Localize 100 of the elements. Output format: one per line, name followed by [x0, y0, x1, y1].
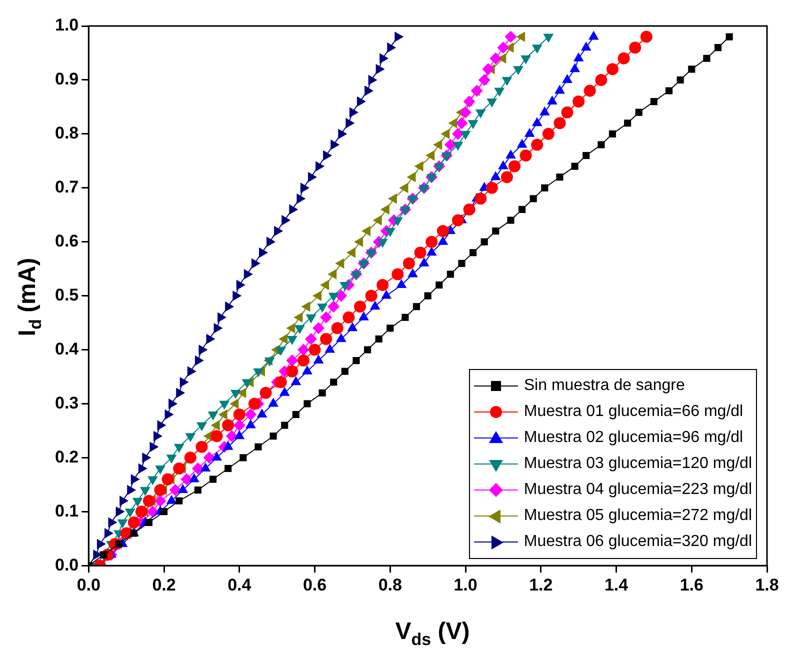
- point: [222, 419, 234, 432]
- point: [362, 226, 371, 236]
- legend-label: Muestra 06 glucemia=320 mg/dl: [524, 533, 752, 551]
- point: [116, 506, 125, 517]
- point: [406, 172, 416, 182]
- point: [281, 422, 288, 429]
- point: [506, 150, 516, 159]
- point: [448, 118, 458, 128]
- point: [446, 270, 454, 278]
- y-tick-label: 0.9: [54, 70, 79, 89]
- point: [194, 355, 204, 366]
- point: [399, 182, 408, 194]
- point: [154, 484, 166, 496]
- y-tick-label: 0.6: [54, 232, 79, 251]
- x-tick-label: 0.4: [228, 575, 252, 594]
- x-tick-label: 1.4: [604, 575, 629, 594]
- point: [396, 279, 407, 288]
- point: [188, 473, 200, 482]
- x-tick-label: 0.6: [302, 575, 327, 594]
- point: [318, 389, 326, 396]
- point: [328, 269, 337, 280]
- point: [440, 128, 450, 140]
- point: [492, 228, 500, 235]
- point: [703, 54, 710, 62]
- point: [268, 398, 278, 407]
- point: [256, 408, 268, 418]
- point: [546, 96, 558, 105]
- point: [203, 452, 216, 464]
- point: [187, 366, 196, 377]
- point: [210, 430, 223, 442]
- point: [463, 96, 476, 108]
- point: [130, 530, 138, 537]
- point: [233, 408, 246, 421]
- point: [376, 64, 385, 74]
- point: [224, 464, 232, 472]
- point: [166, 494, 177, 504]
- point: [308, 172, 317, 182]
- point: [274, 226, 284, 236]
- point: [328, 300, 340, 313]
- point: [226, 430, 238, 442]
- point: [290, 376, 302, 386]
- point: [104, 528, 114, 538]
- point: [234, 430, 245, 440]
- point: [127, 484, 136, 496]
- point: [214, 322, 223, 334]
- x-tick-label: 0.2: [152, 575, 176, 594]
- y-tick-label: 0.5: [54, 285, 79, 304]
- point: [306, 314, 316, 324]
- point: [665, 87, 673, 94]
- point: [218, 312, 227, 323]
- point: [532, 117, 542, 126]
- point: [286, 336, 298, 345]
- point: [164, 409, 174, 420]
- point: [155, 465, 166, 474]
- point: [470, 84, 483, 97]
- point: [356, 96, 366, 107]
- point: [595, 74, 608, 86]
- point: [392, 268, 404, 280]
- point: [296, 193, 306, 204]
- point: [349, 107, 358, 118]
- point: [286, 354, 298, 367]
- point: [206, 334, 216, 344]
- point: [358, 260, 369, 270]
- point: [571, 162, 578, 170]
- point: [584, 84, 596, 97]
- point: [251, 258, 260, 269]
- point: [640, 30, 652, 43]
- point: [320, 332, 332, 345]
- point: [456, 117, 468, 130]
- point: [516, 32, 526, 42]
- y-tick-label: 0.4: [54, 339, 80, 358]
- point: [312, 322, 325, 334]
- point: [726, 33, 733, 40]
- point: [244, 408, 257, 421]
- point: [328, 292, 339, 302]
- point: [458, 260, 466, 267]
- point: [424, 292, 432, 300]
- point: [580, 42, 592, 51]
- point: [297, 344, 310, 356]
- point: [304, 400, 311, 408]
- y-tick-label: 0.0: [54, 555, 79, 574]
- point: [198, 344, 208, 355]
- point: [282, 215, 291, 226]
- point: [180, 473, 193, 486]
- legend-label: Muestra 04 glucemia=223 mg/dl: [524, 481, 752, 499]
- point: [386, 324, 394, 332]
- point: [142, 452, 152, 463]
- point: [402, 314, 409, 321]
- point: [335, 258, 344, 269]
- point: [436, 225, 449, 238]
- point: [543, 34, 554, 43]
- point: [418, 184, 430, 194]
- legend-label: Muestra 02 glucemia=96 mg/dl: [524, 429, 744, 447]
- point: [490, 52, 502, 64]
- point: [245, 419, 256, 428]
- point: [335, 290, 348, 302]
- point: [313, 354, 324, 364]
- point: [286, 365, 298, 378]
- point: [108, 517, 118, 528]
- point: [274, 376, 287, 388]
